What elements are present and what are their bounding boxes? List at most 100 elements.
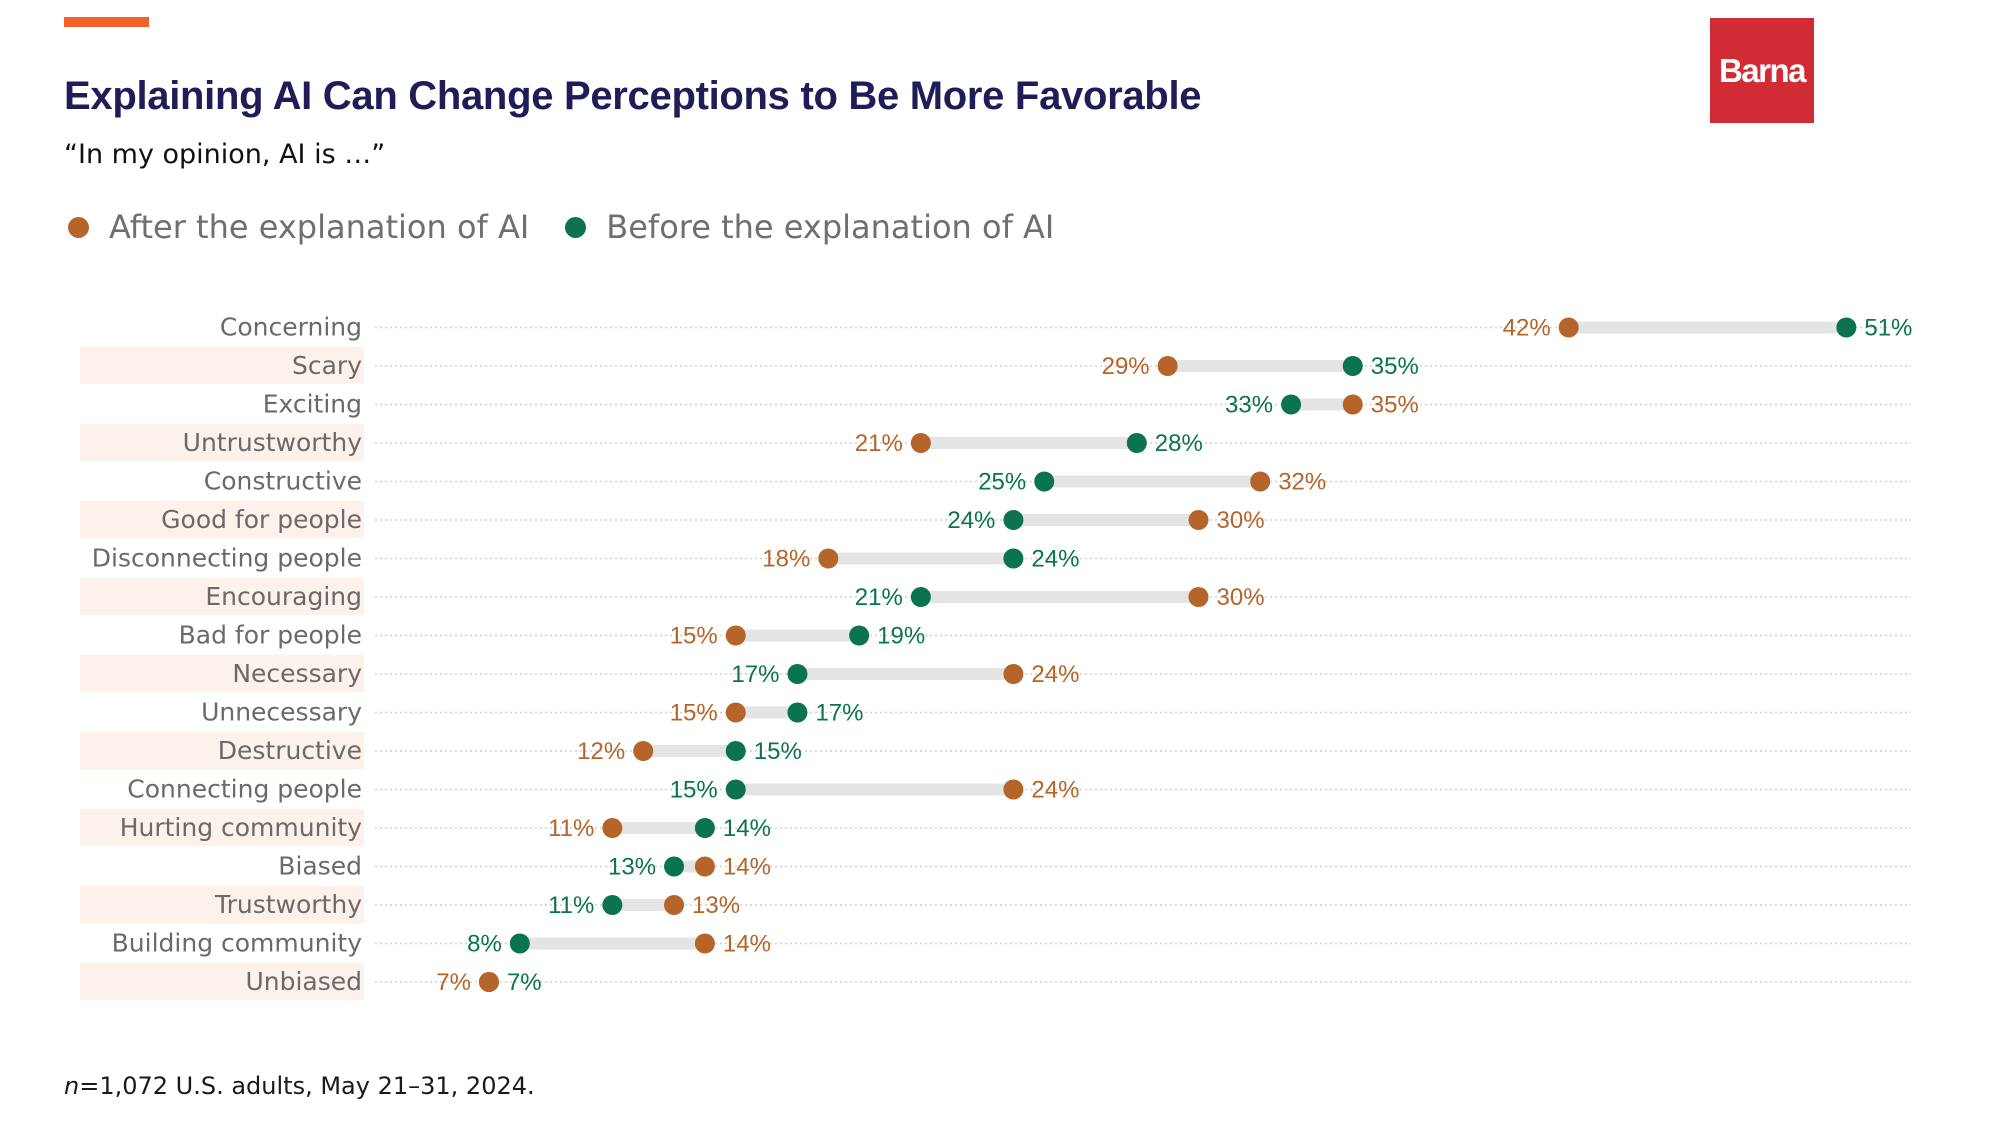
before-point [664,856,685,877]
after-point [1250,471,1271,492]
row-shade [80,962,364,1001]
value-label: 12% [577,738,625,765]
value-label: 33% [1225,392,1273,419]
footnote-text: =1,072 U.S. adults, May 21–31, 2024. [79,1072,535,1100]
before-point [1281,394,1302,415]
legend-label: Before the explanation of AI [606,208,1055,246]
footnote: n=1,072 U.S. adults, May 21–31, 2024. [64,1072,535,1100]
legend-item-before: Before the explanation of AI [565,208,1054,246]
before-point [787,702,808,723]
value-label: 17% [731,661,779,688]
value-label: 32% [1278,469,1326,496]
after-point [1003,664,1024,684]
connector-bar [1568,321,1847,334]
row-label: Building community [112,929,363,958]
row-label: Hurting community [120,813,363,842]
after-point [818,548,839,569]
value-label: 21% [855,430,903,457]
logo-text: Barna [1718,51,1807,89]
value-label: 42% [1503,315,1551,342]
value-label: 30% [1217,584,1265,611]
value-label: 11% [548,892,594,919]
row-label: Untrustworthy [183,428,363,457]
value-label: 17% [815,700,863,727]
value-label: 11% [548,815,594,842]
row-label: Exciting [263,390,362,419]
connector-bar [828,552,1014,565]
value-label: 30% [1217,507,1265,534]
row-label: Destructive [218,736,362,765]
row-shade [80,346,364,385]
after-point [478,972,499,992]
row-label: Trustworthy [214,890,362,919]
value-label: 51% [1864,315,1912,342]
connector-bar [519,937,705,950]
value-label: 15% [670,777,718,804]
row-shade [80,654,364,693]
circle-dot-icon [68,216,89,238]
value-label: 25% [978,469,1026,496]
value-label: 15% [754,738,802,765]
value-label: 13% [608,854,656,881]
before-point [725,779,746,800]
value-label: 35% [1371,392,1419,419]
row-label: Disconnecting people [92,544,362,573]
value-label: 24% [947,507,995,534]
row-label: Concerning [220,313,362,342]
connector-bar [612,899,675,911]
connector-bar [1291,398,1353,411]
after-point [725,625,746,646]
legend-item-after: After the explanation of AI [68,208,529,246]
row-label: Unnecessary [201,698,362,727]
row-shade [80,885,364,924]
page-subtitle: “In my opinion, AI is …” [64,139,386,170]
connector-bar [735,629,860,642]
row-shade [80,808,364,847]
value-label: 24% [1031,546,1079,573]
before-point [1003,548,1024,569]
value-label: 14% [723,815,771,842]
before-point [910,587,931,607]
after-point [1157,356,1178,376]
connector-bar [612,822,705,834]
legend: After the explanation of AI Before the e… [68,208,1090,246]
after-point [633,741,654,761]
after-point [664,895,685,915]
row-label: Necessary [232,659,362,688]
barna-logo: Barna [1710,18,1814,123]
before-point [787,664,808,684]
before-point [725,741,746,761]
after-point [1188,510,1209,530]
connector-bar [643,745,736,757]
row-shade [80,731,364,770]
page-title: Explaining AI Can Change Perceptions to … [64,74,1202,118]
value-label: 15% [670,700,718,727]
value-label: 35% [1371,353,1419,380]
value-label: 21% [855,584,903,611]
connector-bar [1044,475,1261,488]
value-label: 19% [877,623,925,650]
value-label: 24% [1031,777,1079,804]
row-label: Biased [278,852,362,881]
circle-dot-icon [565,216,587,238]
row-label: Scary [292,351,362,380]
after-point [1558,317,1579,338]
row-label: Connecting people [127,775,362,804]
before-point [602,895,623,915]
value-label: 15% [670,623,718,650]
legend-label: After the explanation of AI [109,208,530,246]
value-label: 14% [723,931,771,958]
row-label: Unbiased [245,967,362,996]
row-label: Encouraging [205,582,362,611]
after-point [1003,779,1024,800]
after-point [910,433,931,453]
connector-bar [1167,360,1353,372]
row-label: Constructive [204,467,362,496]
value-label: 18% [762,546,810,573]
value-label: 7% [507,969,542,996]
value-label: 8% [467,931,502,958]
after-point [694,933,715,954]
before-point [1342,356,1363,376]
accent-bar [64,17,149,27]
connector-bar [920,437,1137,449]
